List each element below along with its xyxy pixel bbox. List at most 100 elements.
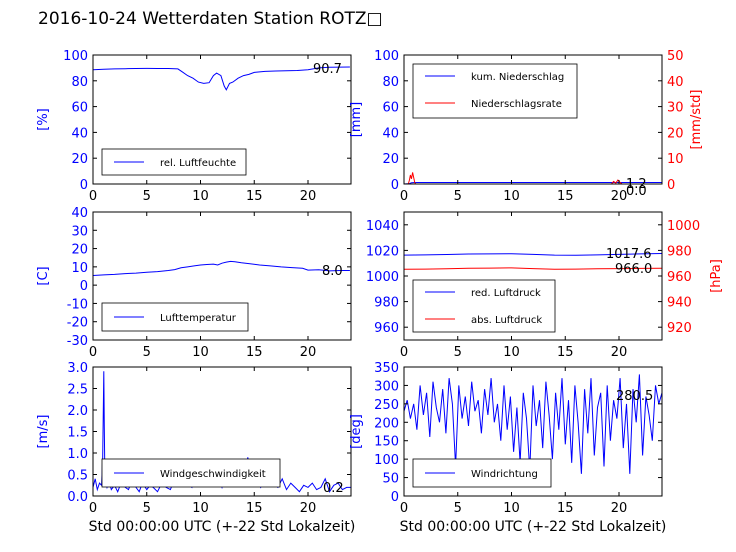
legend-box (412, 279, 556, 333)
y-tick-label: 960 (374, 321, 399, 336)
last-value-label: 1017.6 (606, 247, 652, 262)
y-tick-label: 60 (71, 101, 88, 116)
y-axis-label: [C] (36, 266, 51, 285)
y-tick-label: 20 (71, 152, 88, 167)
last-value-label: 90.7 (313, 62, 342, 77)
y-tick-label: 0.5 (67, 469, 88, 484)
y-tick-label: -20 (67, 316, 88, 331)
x-tick-label: 0 (400, 189, 408, 204)
x-tick-label: 10 (503, 345, 520, 360)
y-tick-label: 20 (71, 243, 88, 258)
y-tick-label: 1.0 (67, 447, 88, 462)
x-tick-label: 15 (246, 189, 263, 204)
y-tick-label: 3.0 (67, 361, 88, 376)
y-tick-label: 100 (374, 49, 399, 64)
last-value-label: 0.2 (323, 481, 344, 496)
x-tick-label: 15 (246, 345, 263, 360)
x-tick-label: 10 (192, 189, 209, 204)
y-tick-label-right: 20 (667, 126, 684, 141)
x-tick-label: 5 (143, 501, 151, 516)
x-tick-label: 20 (300, 189, 317, 204)
y-tick-label: 0 (391, 490, 399, 505)
y-tick-label-right: 30 (667, 101, 684, 116)
legend-label: rel. Luftfeuchte (160, 158, 236, 169)
x-tick-label: 0 (89, 189, 97, 204)
y-axis-label: [%] (36, 108, 51, 131)
series-line-3-1 (92, 260, 350, 276)
y-tick-label: 40 (71, 206, 88, 221)
y-tick-label: 40 (71, 126, 88, 141)
y-tick-label: 1020 (366, 244, 399, 259)
y-tick-label: 980 (374, 296, 399, 311)
x-tick-label: 20 (300, 501, 317, 516)
y-tick-label-right: 50 (667, 49, 684, 64)
legend-label: kum. Niederschlag (471, 72, 564, 83)
x-tick-label: 10 (503, 189, 520, 204)
x-tick-label: 20 (611, 501, 628, 516)
last-value-label: 1.2 (626, 177, 647, 192)
series-line-4-2 (403, 267, 663, 270)
legend-label: red. Luftdruck (471, 288, 541, 299)
y-tick-label: 60 (382, 101, 399, 116)
x-tick-label: 15 (557, 189, 574, 204)
y-tick-label-right: 0 (667, 178, 675, 193)
x-tick-label: 5 (454, 189, 462, 204)
y-tick-label: 100 (63, 49, 88, 64)
last-value-label: 0.0 (626, 184, 647, 199)
plot-frame-3 (92, 211, 352, 341)
x-tick-label: 5 (454, 501, 462, 516)
y-tick-label-right: 980 (667, 244, 692, 259)
legend-box (412, 63, 578, 119)
y-tick-label-right: 40 (667, 75, 684, 90)
y-tick-label: 1040 (366, 219, 399, 234)
y-tick-label: 50 (382, 472, 399, 487)
y-tick-label: 350 (374, 361, 399, 376)
x-tick-label: 0 (400, 345, 408, 360)
y-tick-label: -30 (67, 334, 88, 349)
last-value-label: 280.5 (616, 389, 653, 404)
last-value-label: 8.0 (322, 264, 343, 279)
y-tick-label: 2.0 (67, 404, 88, 419)
y-tick-label: 0 (80, 178, 88, 193)
x-axis-label: Std 00:00:00 UTC (+-22 Std Lokalzeit) (400, 519, 667, 535)
y-tick-label: 1000 (366, 270, 399, 285)
series-line-4-1 (403, 253, 663, 256)
y-axis-label: [m/s] (36, 415, 51, 449)
x-tick-label: 5 (454, 345, 462, 360)
figure-title: 2016-10-24 Wetterdaten Station ROTZ□ (38, 9, 383, 29)
x-tick-label: 10 (192, 345, 209, 360)
x-tick-label: 0 (89, 501, 97, 516)
legend-label: Niederschlagsrate (471, 99, 562, 110)
y-tick-label: 20 (382, 152, 399, 167)
legend-label: Windrichtung (471, 469, 538, 480)
y-tick-label: 100 (374, 453, 399, 468)
x-tick-label: 20 (300, 345, 317, 360)
legend-label: abs. Luftdruck (471, 315, 542, 326)
y-tick-label: 1.5 (67, 426, 88, 441)
y-tick-label: 40 (382, 126, 399, 141)
x-tick-label: 0 (400, 501, 408, 516)
plot-frame-1 (92, 54, 352, 185)
y-tick-label-right: 1000 (667, 219, 700, 234)
x-tick-label: 10 (192, 501, 209, 516)
y-tick-label: 80 (382, 75, 399, 90)
y-axis-label-right: [hPa] (709, 259, 724, 293)
y-axis-label: [deg] (349, 414, 364, 449)
legend-label: Windgeschwindigkeit (160, 469, 266, 480)
y-tick-label: 10 (71, 261, 88, 276)
plot-frame-2 (403, 54, 663, 185)
y-tick-label: 2.5 (67, 383, 88, 398)
x-tick-label: 15 (557, 501, 574, 516)
y-tick-label: 300 (374, 379, 399, 394)
y-tick-label: 0 (80, 279, 88, 294)
y-tick-label-right: 10 (667, 152, 684, 167)
y-tick-label: 0.0 (67, 490, 88, 505)
y-tick-label: 150 (374, 435, 399, 450)
y-tick-label: -10 (67, 297, 88, 312)
y-axis-label: [mm] (349, 102, 364, 137)
y-tick-label-right: 940 (667, 296, 692, 311)
series-line-6-1 (403, 374, 663, 474)
x-axis-label: Std 00:00:00 UTC (+-22 Std Lokalzeit) (89, 519, 356, 535)
x-tick-label: 15 (246, 501, 263, 516)
